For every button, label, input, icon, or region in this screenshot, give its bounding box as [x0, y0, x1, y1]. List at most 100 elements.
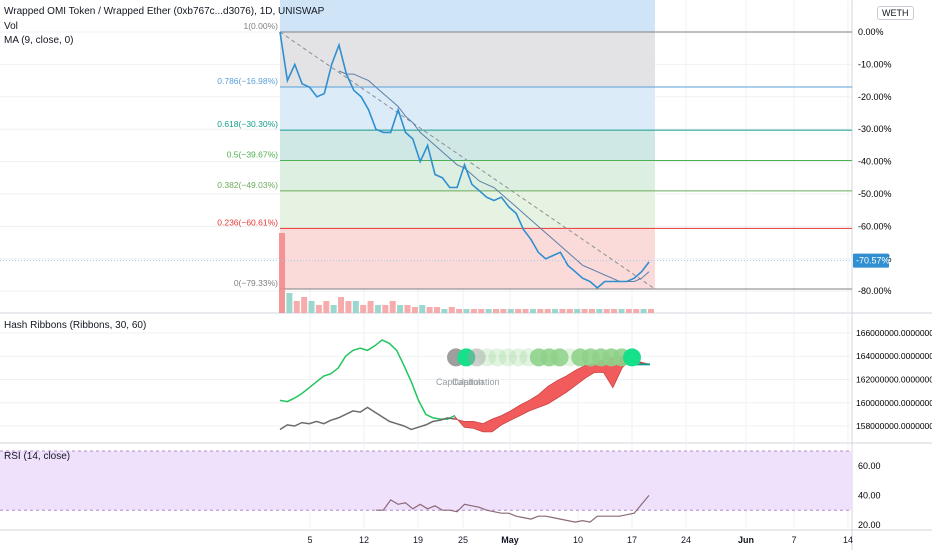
trend-line: [279, 31, 656, 290]
volume-bar: [456, 309, 463, 313]
volume-bar: [286, 293, 293, 313]
signal-dot: [467, 348, 486, 367]
volume-bar: [411, 307, 418, 313]
volume-bar: [596, 309, 603, 313]
volume-bar: [374, 305, 381, 313]
volume-bar: [382, 305, 389, 313]
y-tick-label: -80.00%: [858, 286, 892, 296]
signal-dot: [623, 348, 641, 367]
volume-bar: [323, 301, 330, 313]
volume-bar: [367, 301, 374, 313]
volume-bar: [441, 309, 448, 313]
rsi-title: RSI (14, close): [4, 451, 71, 462]
y-tick-label: 162000000.0000000000: [856, 375, 932, 385]
y-tick-label: 158000000.0000000000: [856, 421, 932, 431]
x-tick-label: May: [501, 535, 519, 545]
signal-dot: [488, 348, 507, 367]
volume-bar: [352, 301, 359, 313]
volume-bar: [433, 307, 440, 313]
volume-bar: [345, 301, 352, 313]
volume-bar: [544, 309, 551, 313]
x-tick-label: 14: [843, 535, 853, 545]
y-tick-label: 160000000.0000000000: [856, 398, 932, 408]
volume-bar: [448, 307, 455, 313]
ma-line: [338, 70, 650, 282]
volume-bar: [559, 309, 566, 313]
fib-level-label: 1(0.00%): [244, 21, 279, 31]
volume-bar: [493, 309, 500, 313]
capitulation-label: Capitulation: [452, 377, 500, 387]
fib-zone: [280, 32, 655, 88]
y-tick-label: 20.00: [858, 520, 881, 530]
fib-zone: [280, 160, 655, 191]
volume-bar: [566, 309, 573, 313]
signal-dot: [550, 348, 569, 367]
volume-bar: [308, 301, 315, 313]
volume-bar: [648, 309, 654, 313]
fib-zone: [280, 130, 655, 161]
volume-bar: [618, 309, 625, 313]
hash-slow-line: [279, 406, 456, 431]
fib-zone: [280, 190, 655, 229]
fib-level-label: 0.382(−49.03%): [217, 180, 278, 190]
volume-bar: [397, 305, 404, 313]
x-tick-label: 24: [681, 535, 691, 545]
current-price-tag: [853, 253, 889, 268]
x-tick-label: 10: [573, 535, 583, 545]
volume-bar: [625, 309, 632, 313]
volume-bar: [330, 305, 337, 313]
fib-level-label: 0.618(−30.30%): [217, 119, 278, 129]
volume-bar: [293, 301, 300, 313]
signal-dot: [478, 348, 497, 367]
volume-bar: [500, 309, 507, 313]
fib-zone: [280, 87, 655, 131]
fib-level-label: 0(−79.33%): [234, 278, 278, 288]
volume-bar: [426, 307, 433, 313]
volume-bar: [470, 309, 477, 313]
y-tick-label: 164000000.0000000000: [856, 351, 932, 361]
hash-ribbon-fill: [454, 355, 651, 433]
volume-bar: [338, 297, 345, 313]
y-tick-label: 166000000.0000000000: [856, 328, 932, 338]
rsi-band: [0, 451, 852, 511]
price-line: [279, 31, 650, 289]
symbol-title: Wrapped OMI Token / Wrapped Ether (0xb76…: [4, 6, 325, 17]
x-tick-label: 25: [458, 535, 468, 545]
volume-bar: [574, 309, 581, 313]
y-tick-label: -40.00%: [858, 157, 892, 167]
x-tick-label: 12: [359, 535, 369, 545]
volume-bar: [507, 309, 514, 313]
volume-label: Vol: [4, 21, 18, 32]
hash-fast-line: [279, 339, 456, 420]
currency-button[interactable]: WETH: [877, 6, 914, 20]
volume-bar: [603, 309, 610, 313]
volume-bar: [360, 305, 367, 313]
fib-level-label: 0.786(−16.98%): [217, 76, 278, 86]
x-tick-label: 5: [307, 535, 312, 545]
fib-zone: [280, 228, 655, 289]
volume-bar: [581, 309, 588, 313]
signal-dot: [509, 348, 528, 367]
volume-bar: [537, 309, 544, 313]
volume-bar: [588, 309, 595, 313]
volume-bar: [485, 309, 492, 313]
y-tick-label: -30.00%: [858, 124, 892, 134]
fib-zone-top: [280, 0, 655, 32]
y-tick-label: -60.00%: [858, 221, 892, 231]
volume-bar: [404, 305, 411, 313]
volume-bar: [552, 309, 559, 313]
volume-bar: [419, 305, 426, 313]
volume-bar: [463, 309, 470, 313]
y-tick-label: -50.00%: [858, 189, 892, 199]
hash-ribbons-title: Hash Ribbons (Ribbons, 30, 60): [4, 320, 147, 331]
volume-bar: [279, 233, 285, 313]
current-price-label: -70.57%: [856, 256, 890, 266]
x-tick-label: 17: [627, 535, 637, 545]
volume-bar: [478, 309, 485, 313]
ma-label: MA (9, close, 0): [4, 35, 74, 46]
fib-level-label: 0.236(−60.61%): [217, 217, 278, 227]
y-tick-label: 60.00: [858, 461, 881, 471]
volume-bar: [389, 301, 396, 313]
y-tick-label: 40.00: [858, 490, 881, 500]
